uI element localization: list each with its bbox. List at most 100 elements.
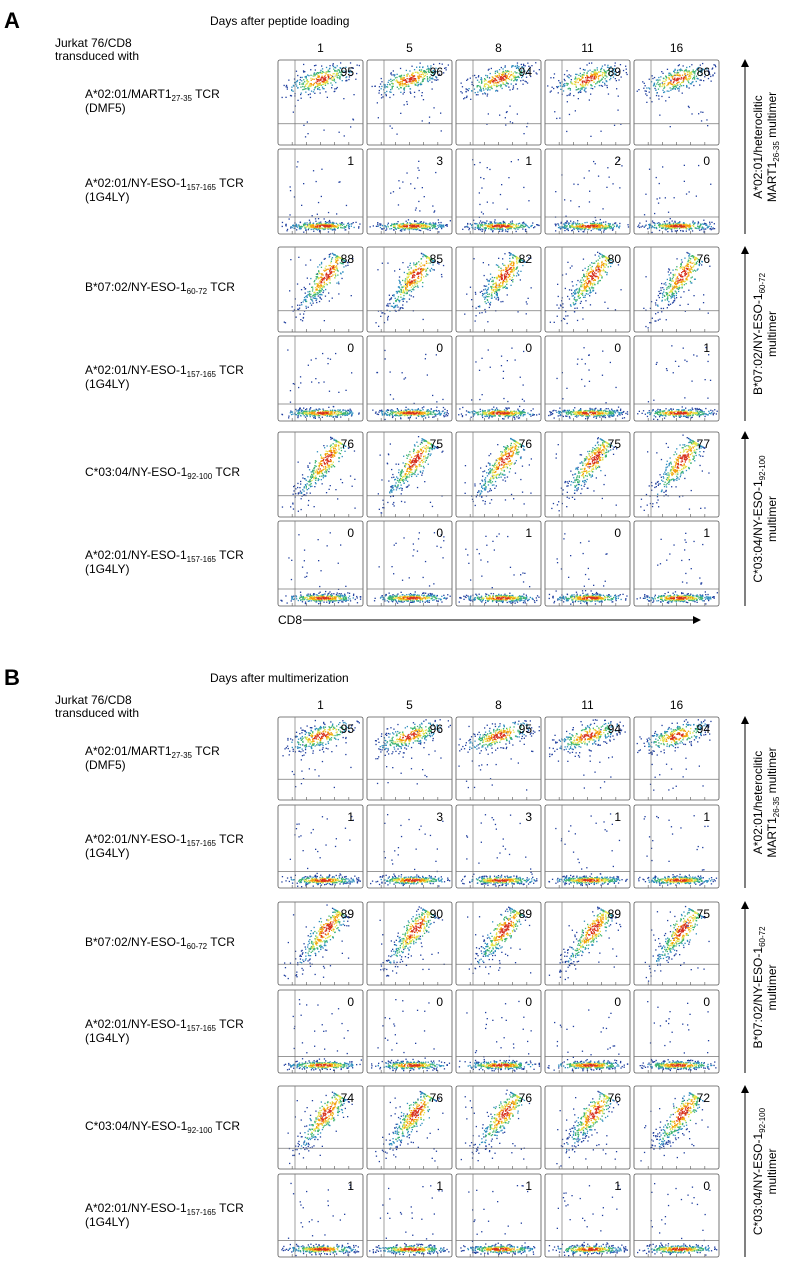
event-dot [399,291,400,292]
event-dot [342,80,343,81]
event-dot [682,93,683,94]
event-dot [466,294,467,295]
event-dot [557,316,558,317]
event-dot [664,85,665,86]
event-dot [592,228,593,229]
event-dot [481,89,482,90]
event-dot [674,72,675,73]
event-dot [586,282,587,283]
event-dot [300,87,301,88]
event-dot [589,292,590,293]
event-dot [414,188,415,189]
event-dot [585,280,586,281]
event-dot [305,224,306,225]
event-dot [381,88,382,89]
event-dot [411,287,412,288]
event-dot [305,299,306,300]
event-dot [404,87,405,88]
event-dot [689,66,690,67]
event-dot [511,78,512,79]
event-dot [673,85,674,86]
event-dot [328,278,329,279]
event-dot [612,183,613,184]
event-dot [596,82,597,83]
event-dot [412,83,413,84]
event-dot [426,263,427,264]
event-dot [336,265,337,266]
event-dot [317,274,318,275]
event-dot [415,72,416,73]
event-dot [575,82,576,83]
event-dot [409,290,410,291]
event-dot [584,287,585,288]
event-dot [654,225,655,226]
event-dot [563,318,564,319]
event-dot [321,267,322,268]
event-dot [696,196,697,197]
event-dot [324,218,325,219]
event-dot [690,225,691,226]
event-dot [658,203,659,204]
event-dot [582,286,583,287]
event-dot [393,294,394,295]
event-dot [580,76,581,77]
event-dot [496,225,497,226]
event-dot [407,283,408,284]
event-dot [600,225,601,226]
event-dot [305,288,306,289]
event-dot [590,76,591,77]
event-dot [381,81,382,82]
event-dot [318,85,319,86]
event-dot [378,225,379,226]
percentage: 2 [614,154,621,168]
event-dot [572,225,573,226]
event-dot [290,190,291,191]
event-dot [376,226,377,227]
event-dot [291,89,292,90]
event-dot [477,94,478,95]
event-dot [510,221,511,222]
event-dot [488,88,489,89]
event-dot [645,194,646,195]
event-dot [642,81,643,82]
event-dot [301,205,302,206]
event-dot [526,126,527,127]
event-dot [605,260,606,261]
event-dot [421,258,422,259]
event-dot [343,98,344,99]
event-dot [312,215,313,216]
event-dot [418,276,419,277]
event-dot [299,305,300,306]
event-dot [654,223,655,224]
event-dot [433,107,434,108]
event-dot [431,82,432,83]
event-dot [401,76,402,77]
event-dot [661,71,662,72]
event-dot [700,79,701,80]
event-dot [488,113,489,114]
event-dot [324,281,325,282]
event-dot [604,84,605,85]
event-dot [343,266,344,267]
event-dot [603,77,604,78]
event-dot [601,85,602,86]
event-dot [627,224,628,225]
event-dot [330,226,331,227]
event-dot [595,270,596,271]
event-dot [578,98,579,99]
event-dot [333,271,334,272]
event-dot [395,77,396,78]
event-dot [332,85,333,86]
event-dot [423,71,424,72]
event-dot [381,94,382,95]
event-dot [603,269,604,270]
percentage: 1 [347,154,354,168]
event-dot [593,275,594,276]
event-dot [392,128,393,129]
event-dot [539,69,540,70]
event-dot [499,69,500,70]
event-dot [689,70,690,71]
event-dot [573,184,574,185]
event-dot [656,83,657,84]
event-dot [645,276,646,277]
